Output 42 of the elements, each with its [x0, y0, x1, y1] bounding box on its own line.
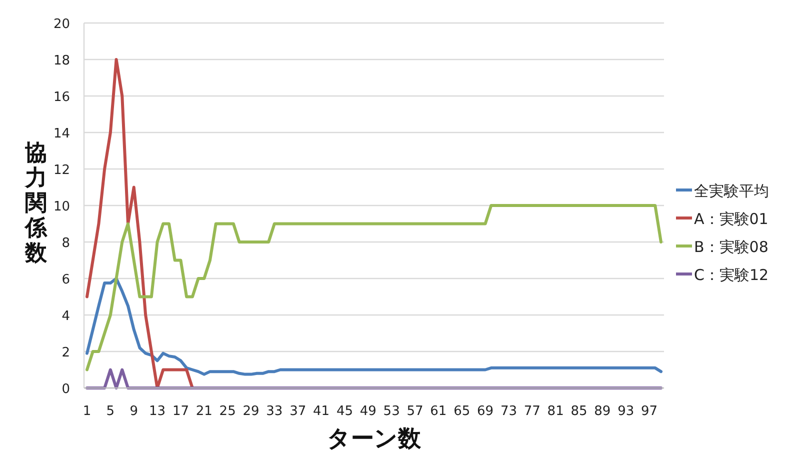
legend-label: C：実験12 [694, 266, 769, 284]
y-tick-label: 2 [62, 346, 70, 360]
x-tick-label: 49 [360, 404, 376, 419]
x-tick-label: 85 [570, 404, 588, 419]
x-tick-label: 5 [106, 404, 115, 419]
x-tick-label: 57 [406, 404, 424, 419]
x-tick-label: 69 [477, 404, 494, 419]
y-tick-label: 16 [53, 90, 70, 105]
y-tick-label: 4 [62, 309, 70, 324]
legend-label: B：実験08 [694, 238, 768, 256]
y-tick-label: 12 [53, 163, 70, 178]
x-tick-label: 33 [266, 404, 283, 419]
x-tick-label: 53 [383, 404, 400, 419]
x-tick-label: 97 [641, 404, 658, 419]
x-axis-title: ターン数 [327, 426, 422, 452]
x-tick-label: 1 [82, 404, 92, 419]
x-tick-label: 41 [313, 404, 330, 419]
x-tick-label: 65 [454, 404, 470, 419]
y-tick-label: 6 [62, 272, 70, 288]
x-tick-label: 9 [130, 404, 138, 419]
x-tick-label: 89 [594, 404, 611, 419]
x-tick-label: 73 [500, 404, 517, 419]
x-tick-label: 17 [172, 404, 189, 419]
x-tick-label: 77 [524, 404, 540, 419]
y-tick-label: 10 [53, 200, 70, 214]
legend-label: A：実験01 [694, 210, 768, 228]
x-tick-label: 13 [149, 404, 166, 419]
y-tick-label: 14 [53, 126, 70, 142]
y-tick-label: 8 [62, 236, 70, 251]
x-tick-label: 81 [547, 404, 564, 419]
y-axis-title: 協力関係数 [24, 141, 48, 266]
x-tick-label: 61 [430, 404, 447, 419]
x-tick-label: 45 [336, 404, 353, 419]
x-tick-label: 25 [219, 404, 236, 419]
x-tick-label: 93 [618, 404, 634, 419]
x-tick-label: 21 [196, 404, 212, 419]
legend-label: 全実験平均 [694, 182, 769, 200]
y-tick-label: 20 [53, 17, 70, 32]
x-tick-label: 29 [242, 404, 260, 419]
x-tick-label: 37 [290, 404, 306, 419]
y-tick-label: 0 [62, 382, 70, 397]
y-tick-label: 18 [53, 54, 70, 68]
